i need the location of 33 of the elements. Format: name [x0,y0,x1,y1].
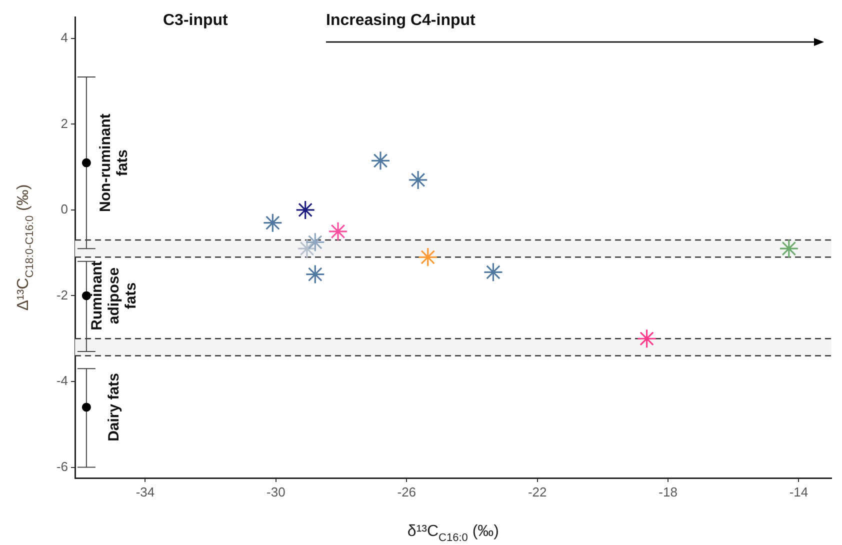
x-tick-label: -30 [266,484,286,500]
y-tick-label: -4 [56,373,68,388]
point [328,222,348,242]
x-tick-label: -14 [789,484,808,500]
y-axis-title: Δ¹³CC18:0-C16:0 (‰) [15,184,36,311]
x-tick-label: -26 [397,484,416,500]
point [82,158,91,168]
annotation: Non-ruminant fats [97,114,132,212]
point [305,232,325,252]
annotation: Dairy fats [106,373,123,442]
point [370,150,390,170]
point [297,238,317,258]
y-tick-label: 2 [60,116,68,131]
x-tick-label: -18 [658,484,678,500]
annotation: Increasing C4-input [326,12,476,30]
point [82,402,91,412]
point [483,262,504,282]
y-tick-label: -2 [56,287,68,302]
point [305,264,325,284]
point [408,170,428,190]
annotation: C3-input [163,12,228,30]
point [636,328,657,348]
point [262,213,282,233]
x-tick-label: -22 [528,484,547,500]
y-tick-label: 4 [60,30,68,46]
point [296,200,316,220]
y-tick-label: 0 [60,202,68,217]
annotation: Ruminant adipose fats [88,261,140,330]
x-tick-label: -34 [136,484,155,500]
point [418,247,438,267]
point [779,238,799,258]
y-tick-label: -6 [56,458,68,474]
point [82,291,91,300]
